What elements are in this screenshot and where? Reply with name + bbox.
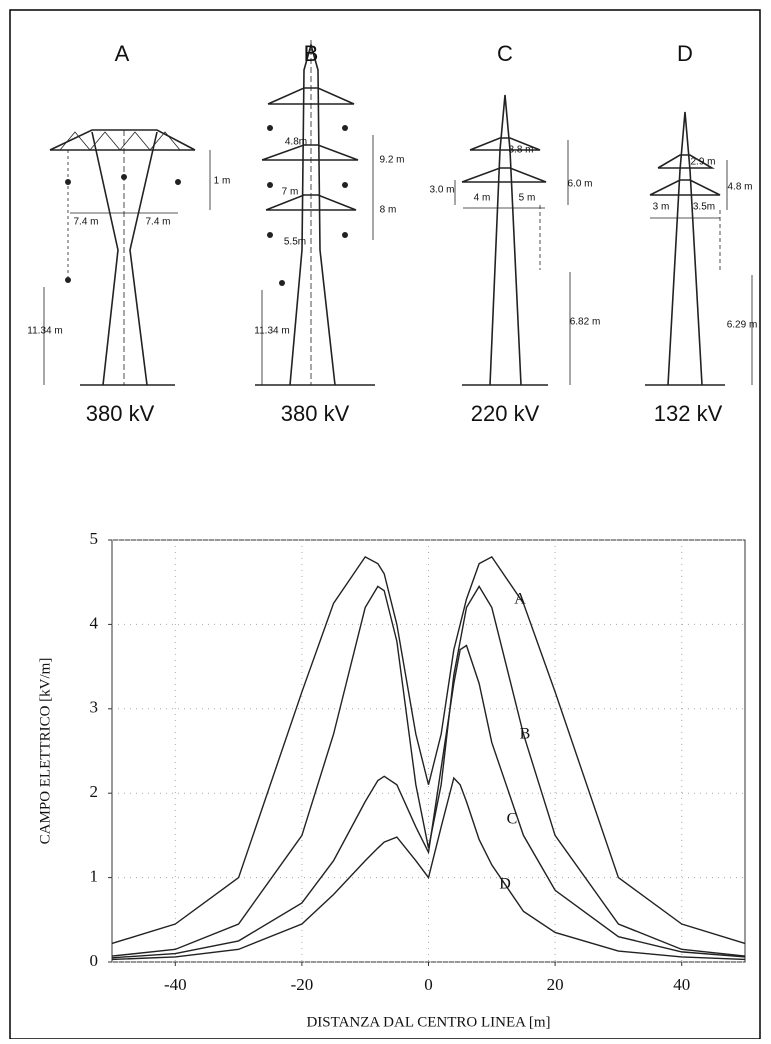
tower-d	[645, 112, 752, 385]
series-line	[112, 778, 745, 959]
dimension-label: 3.0 m	[429, 185, 454, 196]
tower-label: B	[304, 41, 319, 66]
dimension-label: 3.5m	[693, 202, 715, 213]
dimension-label: 1 m	[214, 176, 231, 187]
tower-voltage: 132 kV	[654, 401, 723, 426]
tower-drawings	[44, 40, 752, 385]
tower-voltage: 380 kV	[86, 401, 155, 426]
dimension-label: 6.82 m	[570, 317, 601, 328]
dimension-label: 4 m	[474, 193, 491, 204]
figure: A 380 kV 1 m 7.4 m 7.4 m 11.34 m B 380 kV 9.2 m 4…	[0, 0, 771, 1039]
tower-voltage: 220 kV	[471, 401, 540, 426]
dimension-label: 5.5m	[284, 237, 306, 248]
y-tick-label: 0	[90, 951, 99, 970]
y-axis-label: CAMPO ELETTRICO [kV/m]	[37, 658, 53, 845]
x-tick-label: 40	[673, 975, 690, 994]
dimension-label: 3 m	[653, 202, 670, 213]
x-tick-label: 20	[547, 975, 564, 994]
dimension-label: 7.4 m	[73, 217, 98, 228]
dimension-label: 5 m	[519, 193, 536, 204]
dimension-label: 6.29 m	[727, 320, 758, 331]
dimension-label: 4.8m	[285, 137, 307, 148]
tower-label: D	[677, 41, 693, 66]
tower-label: C	[497, 41, 513, 66]
tower-voltage: 380 kV	[281, 401, 350, 426]
dimension-label: 6.0 m	[567, 179, 592, 190]
x-tick-label: -40	[164, 975, 187, 994]
tower-label: A	[115, 41, 130, 66]
dimension-label: 3.8 m	[508, 145, 533, 156]
y-tick-label: 1	[90, 867, 99, 886]
tower-a	[44, 130, 210, 385]
tower-c	[455, 95, 570, 385]
dimension-label: 4.8 m	[727, 182, 752, 193]
dimension-label: 8 m	[380, 205, 397, 216]
y-tick-label: 2	[90, 782, 99, 801]
x-axis-label: DISTANZA DAL CENTRO LINEA [m]	[306, 1014, 550, 1030]
y-tick-label: 3	[90, 698, 99, 717]
dimension-label: 9.2 m	[379, 155, 404, 166]
series-label: A	[514, 591, 526, 608]
series-line	[112, 646, 745, 958]
series-label: B	[520, 726, 531, 743]
y-tick-label: 5	[90, 529, 99, 548]
y-tick-label: 4	[90, 613, 99, 632]
dimension-label: 7 m	[282, 187, 299, 198]
series-label: C	[507, 811, 518, 828]
series-label: D	[499, 876, 511, 893]
dimension-label: 2.9 m	[690, 157, 715, 168]
dimension-label: 11.34 m	[254, 326, 289, 337]
dimension-label: 7.4 m	[145, 217, 170, 228]
x-tick-label: 0	[424, 975, 433, 994]
dimension-label: 11.34 m	[27, 326, 62, 337]
x-tick-label: -20	[291, 975, 314, 994]
